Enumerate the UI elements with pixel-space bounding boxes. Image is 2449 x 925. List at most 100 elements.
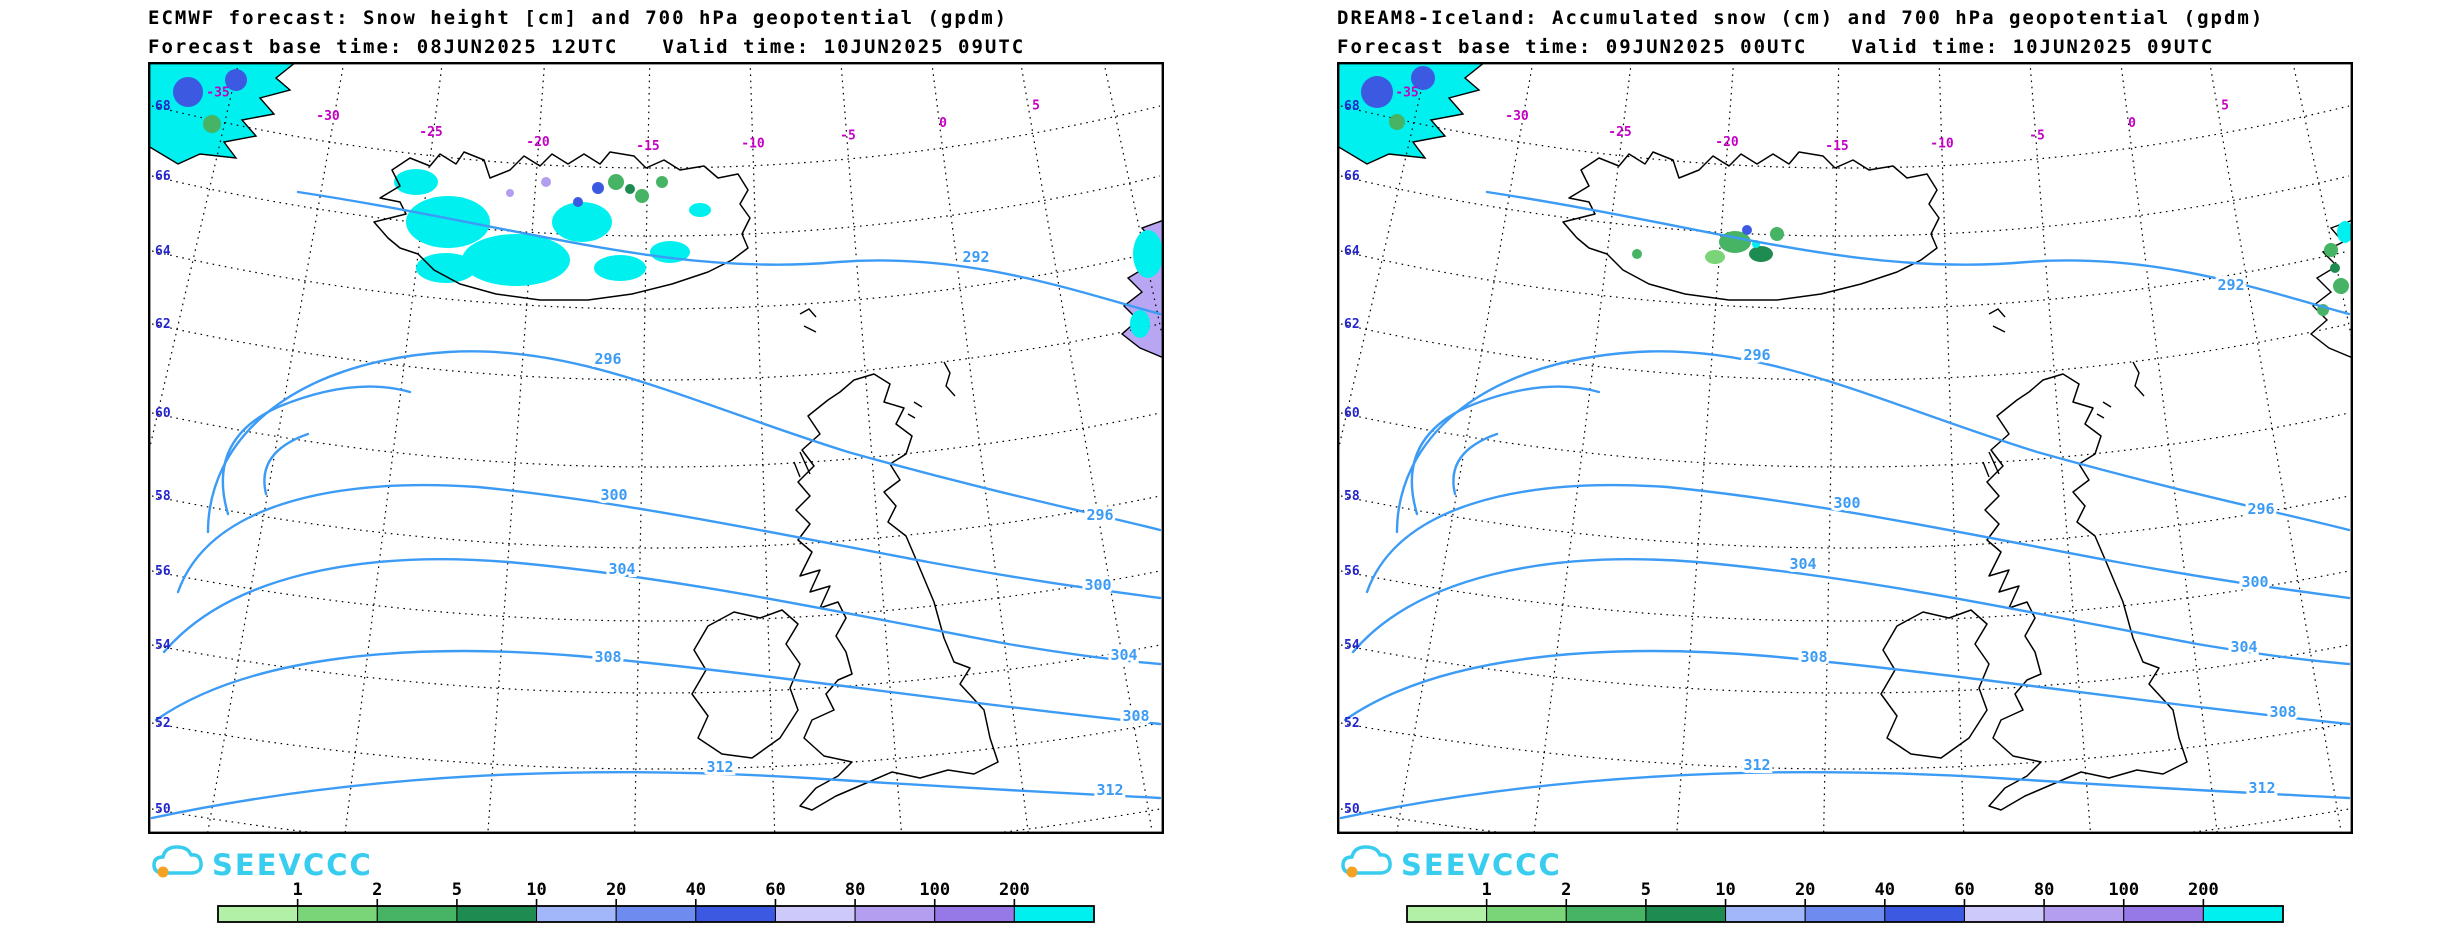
iceland-coast — [1562, 151, 1940, 301]
weather-map-dream8: -35 -30 -25 -20 -15 -10 -5 0 5 68 66 64 62 60 58 56 54 52… — [1337, 62, 2353, 834]
snow-patch — [594, 255, 646, 281]
geopotential-contour — [1339, 770, 2351, 820]
snow-patch — [1705, 250, 1725, 264]
longitude-label: -15 — [636, 139, 659, 154]
latitude-label: 66 — [155, 169, 171, 184]
latitude-label: 54 — [1344, 638, 1360, 653]
geopotential-contour — [296, 190, 1162, 316]
latitude-gridline — [1340, 570, 2350, 622]
snow-patch — [2337, 221, 2352, 243]
legend-segment — [1725, 905, 1806, 923]
contour-label: 312 — [706, 758, 733, 776]
latitude-gridline — [1340, 495, 2350, 549]
great-britain-coast — [795, 373, 999, 811]
longitude-label: -30 — [316, 109, 340, 124]
snow-patch — [2333, 278, 2349, 294]
islet-coast — [2096, 401, 2112, 419]
legend-segment — [376, 905, 458, 923]
legend-segment — [1406, 905, 1488, 923]
contour-label: 296 — [594, 350, 621, 368]
geopotential-contour — [1485, 190, 2351, 316]
snow-patch — [1770, 227, 1784, 241]
latitude-gridline — [151, 175, 1161, 237]
snow-patch — [689, 203, 711, 217]
legend-value: 1 — [1482, 880, 1492, 900]
longitude-gridline — [207, 63, 345, 833]
logo-sun-icon — [1346, 866, 1358, 878]
iceland-coast — [373, 151, 751, 301]
latitude-label: 50 — [1344, 802, 1360, 817]
contour-label: 296 — [1743, 346, 1770, 364]
snow-patch — [552, 202, 612, 242]
snow-patch — [1130, 310, 1150, 338]
snow-patch — [625, 184, 635, 194]
geopotential-contour — [221, 385, 412, 516]
geopotential-contour — [1410, 385, 1601, 516]
geopotential-contour — [1452, 432, 1499, 496]
latitude-label: 64 — [1344, 244, 1360, 259]
snow-patch — [203, 115, 221, 133]
map-content: -35 -30 -25 -20 -15 -10 -5 0 5 68 66 64 62 60 58 56 54 52… — [149, 63, 1163, 833]
map-frame — [148, 62, 1164, 834]
islet-coast — [793, 451, 811, 478]
latitude-label: 58 — [155, 489, 171, 504]
great-britain-coast — [1984, 373, 2188, 811]
legend-value: 40 — [1875, 880, 1895, 900]
logo-cloud-icon — [152, 845, 203, 875]
latitude-label: 60 — [1344, 406, 1360, 421]
snow-patch — [573, 197, 583, 207]
legend-segment — [1013, 905, 1095, 923]
base-time-label: Forecast base time: 08JUN2025 12UTC — [148, 36, 619, 58]
snow-patch — [2324, 243, 2338, 257]
weather-map-ecmwf: -35 -30 -25 -20 -15 -10 -5 0 5 68 66 64 62 60 58 56 54 52… — [148, 62, 1164, 834]
latitude-label: 56 — [155, 564, 171, 579]
legend-value: 200 — [999, 880, 1030, 900]
islet-coast — [799, 308, 817, 333]
contour-label: 304 — [608, 560, 635, 578]
legend-value: 5 — [452, 880, 462, 900]
longitude-label: -15 — [1825, 139, 1848, 154]
legend-segment — [854, 905, 936, 923]
map-frame — [1337, 62, 2353, 834]
contour-label: 300 — [1084, 576, 1111, 594]
legend-segment — [2043, 905, 2125, 923]
latitude-gridline — [1340, 644, 2350, 694]
legend-segment — [297, 905, 378, 923]
base-time-label: Forecast base time: 09JUN2025 00UTC — [1337, 36, 1808, 58]
forecast-times: Forecast base time: 09JUN2025 00UTC Valid… — [1337, 33, 2264, 62]
geopotential-contour — [263, 432, 310, 496]
contour-label: 308 — [1800, 648, 1827, 666]
panel-header: ECMWF forecast: Snow height [cm] and 700… — [148, 4, 1025, 62]
longitude-label: -35 — [206, 85, 229, 100]
contour-label: 312 — [1743, 756, 1770, 774]
geopotential-contour — [162, 558, 1162, 666]
map-background — [1337, 62, 2353, 834]
snow-patch — [173, 77, 203, 107]
longitude-label: -20 — [526, 135, 550, 150]
contour-label: 296 — [2247, 500, 2274, 518]
logo-sun-icon — [157, 866, 169, 878]
latitude-gridline — [151, 570, 1161, 622]
legend-segment — [536, 905, 617, 923]
legend-value: 1 — [293, 880, 303, 900]
longitude-label: -30 — [1505, 109, 1529, 124]
legend-frame — [217, 905, 1095, 923]
legend-segment — [1486, 905, 1567, 923]
snow-patch — [1361, 76, 1393, 108]
legend-value: 10 — [526, 880, 546, 900]
contour-label: 292 — [962, 248, 989, 266]
latitude-gridline — [151, 412, 1161, 468]
latitude-gridline — [151, 323, 1161, 381]
map-background — [148, 62, 1164, 834]
latitude-label: 58 — [1344, 489, 1360, 504]
geopotential-contour — [1365, 484, 2351, 600]
legend-value: 2 — [1561, 880, 1571, 900]
latitude-label: 50 — [155, 802, 171, 817]
longitude-label: -25 — [419, 125, 442, 140]
contour-label: 300 — [2241, 573, 2268, 591]
contour-label: 308 — [594, 648, 621, 666]
legend-segment — [2202, 905, 2284, 923]
snow-patch — [2330, 263, 2340, 273]
islet-coast — [907, 401, 923, 419]
